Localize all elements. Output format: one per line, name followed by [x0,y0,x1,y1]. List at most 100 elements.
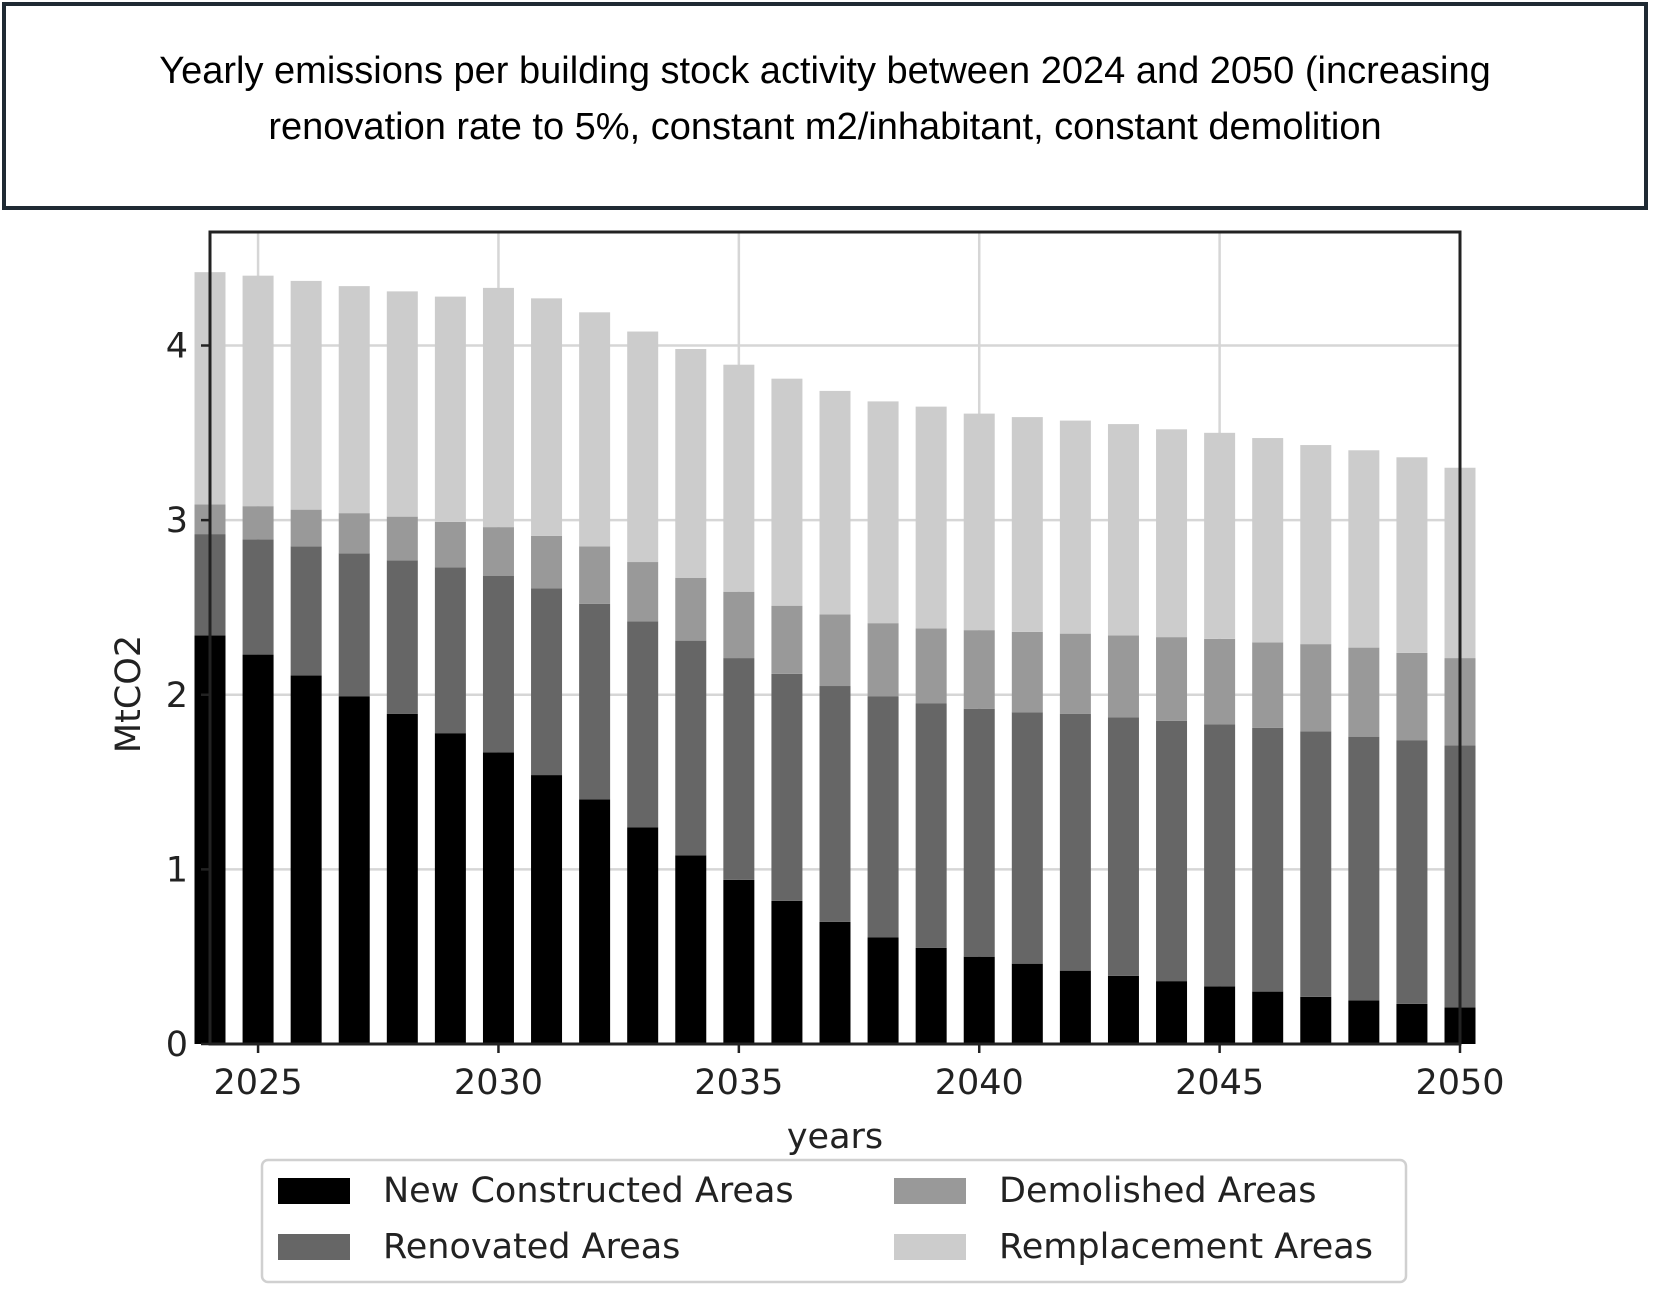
bar-remplacement-areas-2025 [242,275,274,507]
legend-label: Demolished Areas [999,1171,1317,1211]
bar-renovated-areas-2039 [915,703,947,948]
y-axis-label: MtCO2 [109,635,149,753]
bar-remplacement-areas-2026 [290,280,322,510]
bar-demolished-areas-2048 [1348,647,1380,737]
bar-new-constructed-areas-2035 [723,879,755,1044]
bar-new-constructed-areas-2034 [675,855,707,1044]
bar-new-constructed-areas-2037 [819,921,851,1044]
bar-renovated-areas-2029 [434,567,466,734]
bar-renovated-areas-2041 [1011,712,1043,964]
bar-renovated-areas-2034 [675,640,707,856]
bar-remplacement-areas-2043 [1107,424,1139,636]
bar-remplacement-areas-2035 [723,364,755,592]
y-tick-label: 2 [166,676,188,716]
bar-remplacement-areas-2036 [771,378,803,606]
bar-new-constructed-areas-2033 [627,827,659,1044]
bar-renovated-areas-2026 [290,546,322,676]
title-box: Yearly emissions per building stock acti… [2,2,1648,210]
y-tick-label: 3 [166,501,188,541]
bar-demolished-areas-2031 [531,535,563,589]
bar-demolished-areas-2042 [1059,633,1091,714]
bar-renovated-areas-2037 [819,686,851,922]
bar-demolished-areas-2039 [915,628,947,704]
bars [194,272,1476,1044]
bar-remplacement-areas-2030 [482,287,514,528]
bar-demolished-areas-2044 [1156,637,1188,721]
bar-demolished-areas-2029 [434,521,466,568]
bar-demolished-areas-2040 [963,630,995,709]
bar-renovated-areas-2036 [771,673,803,901]
bar-renovated-areas-2040 [963,708,995,957]
bar-renovated-areas-2027 [338,553,370,697]
x-tick-label: 2035 [694,1063,783,1103]
bar-remplacement-areas-2037 [819,390,851,615]
bar-demolished-areas-2047 [1300,644,1332,732]
bar-new-constructed-areas-2032 [579,799,611,1044]
bar-remplacement-areas-2027 [338,286,370,514]
bar-demolished-areas-2049 [1396,652,1428,741]
legend-label: New Constructed Areas [383,1171,794,1211]
x-tick-label: 2040 [935,1063,1024,1103]
bar-new-constructed-areas-2028 [386,713,418,1044]
legend-swatch [278,1178,350,1204]
bar-demolished-areas-2025 [242,506,274,540]
y-tick-label: 0 [166,1025,188,1065]
bar-renovated-areas-2033 [627,621,659,828]
bar-remplacement-areas-2038 [867,401,899,624]
bar-renovated-areas-2025 [242,539,274,655]
bar-renovated-areas-2032 [579,603,611,800]
bar-remplacement-areas-2039 [915,406,947,629]
ticks: 2025 2030 2035 2040 2045 2050 0 1 2 3 4 [166,327,1505,1103]
bar-remplacement-areas-2033 [627,331,659,563]
bar-renovated-areas-2049 [1396,740,1428,1004]
bar-renovated-areas-2038 [867,696,899,938]
bar-new-constructed-areas-2042 [1059,970,1091,1044]
bar-demolished-areas-2028 [386,516,418,561]
bar-new-constructed-areas-2040 [963,956,995,1044]
bar-renovated-areas-2035 [723,658,755,880]
bar-new-constructed-areas-2044 [1156,981,1188,1044]
bar-remplacement-areas-2032 [579,312,611,547]
bar-new-constructed-areas-2025 [242,654,274,1044]
chart-title: Yearly emissions per building stock acti… [159,50,1491,148]
bar-demolished-areas-2038 [867,623,899,697]
bar-remplacement-areas-2044 [1156,429,1188,638]
bar-new-constructed-areas-2036 [771,900,803,1044]
bar-remplacement-areas-2034 [675,348,707,578]
x-tick-label: 2045 [1175,1063,1264,1103]
bar-new-constructed-areas-2029 [434,733,466,1044]
bar-demolished-areas-2036 [771,605,803,674]
bar-renovated-areas-2047 [1300,731,1332,997]
bar-new-constructed-areas-2039 [915,947,947,1044]
bar-new-constructed-areas-2038 [867,937,899,1044]
x-tick-label: 2025 [214,1063,303,1103]
legend-swatch [894,1234,966,1260]
bar-demolished-areas-2045 [1204,638,1236,725]
bar-demolished-areas-2027 [338,513,370,554]
bar-renovated-areas-2042 [1059,713,1091,971]
bar-remplacement-areas-2040 [963,413,995,631]
bar-new-constructed-areas-2041 [1011,963,1043,1044]
bar-demolished-areas-2033 [627,562,659,622]
bar-renovated-areas-2030 [482,576,514,753]
bar-remplacement-areas-2029 [434,296,466,522]
bar-demolished-areas-2037 [819,614,851,687]
bar-remplacement-areas-2031 [531,298,563,536]
bar-remplacement-areas-2028 [386,291,418,517]
legend: New Constructed Areas Renovated Areas Demo… [260,1158,1408,1284]
bar-new-constructed-areas-2047 [1300,996,1332,1044]
bar-new-constructed-areas-2043 [1107,975,1139,1044]
x-axis-label: years [787,1117,883,1157]
bar-new-constructed-areas-2026 [290,675,322,1044]
bar-renovated-areas-2044 [1156,720,1188,982]
legend-label: Remplacement Areas [999,1227,1373,1267]
plot-frame [208,230,1462,1046]
bar-demolished-areas-2043 [1107,635,1139,718]
bar-new-constructed-areas-2031 [531,775,563,1044]
bar-demolished-areas-2041 [1011,631,1043,713]
bar-new-constructed-areas-2045 [1204,986,1236,1044]
bar-demolished-areas-2026 [290,509,322,547]
y-tick-label: 1 [166,850,188,890]
bar-remplacement-areas-2042 [1059,420,1091,634]
